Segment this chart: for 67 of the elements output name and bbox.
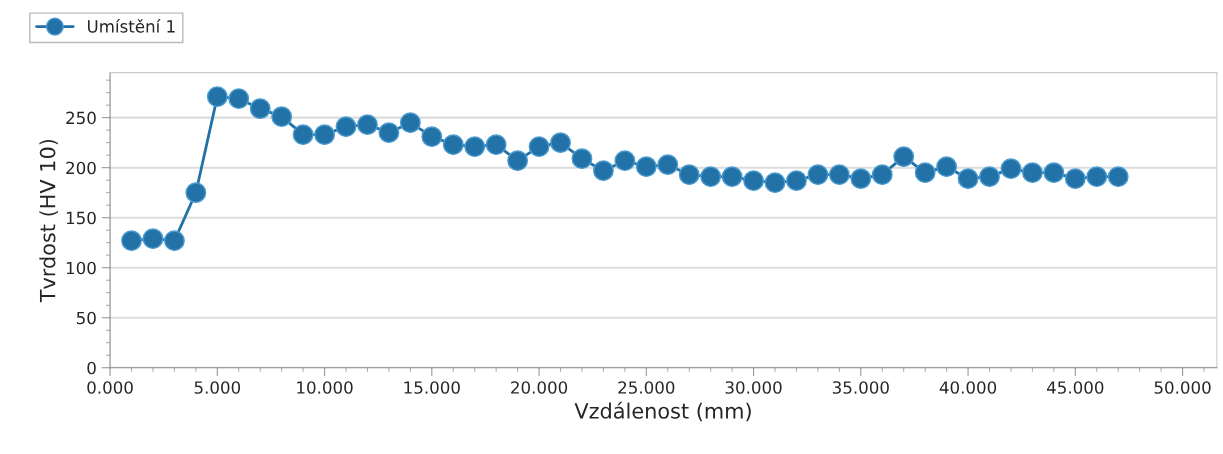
x-axis-title: Vzdálenost (mm) — [574, 401, 751, 422]
point — [121, 230, 142, 252]
x-tick-label: 50.000 — [1154, 381, 1211, 394]
point — [185, 182, 207, 204]
point — [550, 132, 571, 154]
point — [206, 86, 228, 108]
y-axis-title: Tvrdost (HV 10) — [39, 139, 58, 303]
y-tick-label: 200 — [66, 161, 96, 175]
x-tick-label: 5.000 — [194, 381, 241, 394]
x-tick-label: 35.000 — [832, 381, 889, 394]
point — [271, 106, 293, 128]
point — [678, 164, 700, 186]
point — [1043, 162, 1065, 184]
legend-label: Umístění 1 — [87, 19, 175, 33]
x-tick-label: 20.000 — [511, 381, 568, 394]
point — [593, 160, 614, 182]
y-tick-label: 0 — [87, 361, 96, 375]
point — [657, 154, 679, 176]
x-tick-label: 25.000 — [618, 381, 675, 394]
point — [721, 166, 743, 188]
point — [142, 228, 164, 250]
point — [249, 98, 271, 120]
point — [786, 170, 807, 192]
point — [936, 156, 958, 178]
point — [1107, 166, 1129, 188]
point — [164, 230, 185, 252]
point — [314, 124, 335, 146]
point — [378, 122, 400, 144]
point — [335, 116, 357, 138]
x-tick-label: 30.000 — [725, 381, 782, 394]
point — [1000, 158, 1022, 180]
point — [893, 146, 915, 168]
x-tick-label: 40.000 — [939, 381, 997, 394]
point — [464, 136, 486, 158]
point — [957, 168, 979, 190]
point — [507, 150, 529, 172]
point — [228, 88, 250, 110]
point — [871, 164, 893, 186]
point — [442, 134, 464, 156]
point — [357, 114, 378, 136]
x-tick-label: 15.000 — [404, 381, 460, 394]
point — [700, 166, 722, 188]
y-tick-label: 50 — [76, 311, 96, 325]
point — [1021, 162, 1043, 184]
point — [914, 162, 936, 184]
x-tick-label: 0.000 — [87, 381, 133, 394]
point — [635, 156, 657, 178]
point — [292, 124, 314, 146]
point — [528, 136, 550, 158]
x-tick-label: 10.000 — [297, 381, 353, 394]
point — [764, 172, 786, 194]
point — [979, 166, 1000, 188]
point — [571, 148, 593, 170]
point — [1064, 168, 1086, 190]
x-tick-label: 45.000 — [1046, 381, 1104, 394]
point — [614, 150, 636, 172]
point — [850, 168, 872, 190]
point — [399, 112, 421, 134]
point — [828, 164, 850, 186]
y-tick-label: 150 — [66, 211, 96, 225]
y-tick-label: 100 — [66, 261, 96, 275]
y-tick-label: 250 — [66, 111, 96, 125]
point — [807, 164, 829, 186]
point — [485, 134, 507, 156]
point — [1086, 166, 1108, 188]
point — [743, 170, 764, 192]
point — [421, 126, 443, 148]
